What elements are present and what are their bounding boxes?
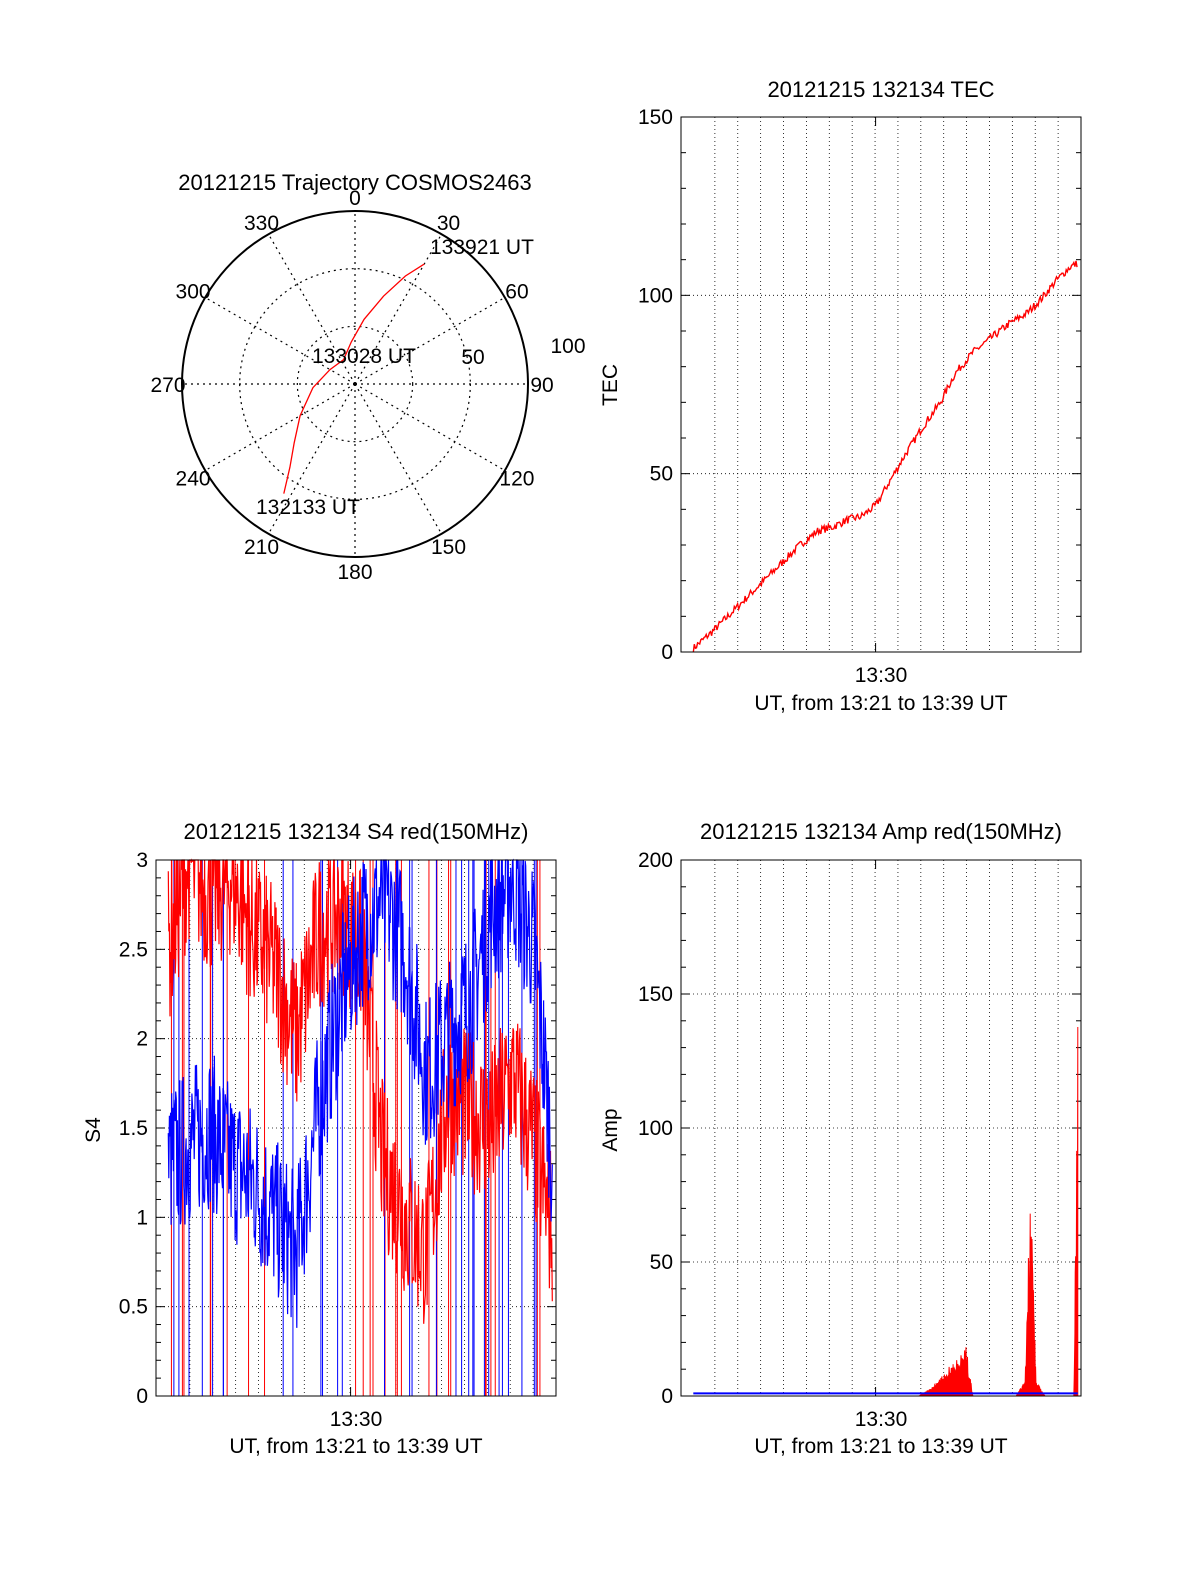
amp-y-axis-label: Amp (599, 1108, 622, 1151)
tec-x-axis-label: UT, from 13:21 to 13:39 UT (754, 692, 1007, 715)
polar-track-end-label: 133921 UT (430, 236, 534, 259)
tec-y-axis-label: TEC (599, 364, 622, 406)
tec-grid (681, 116, 1081, 653)
polar-azimuth-labels: 0 30 60 90 120 150 180 210 240 270 300 330 (150, 187, 553, 584)
polar-spoke (354, 233, 443, 385)
s4-series-blue (167, 858, 553, 1328)
polar-azimuth-label: 270 (150, 374, 185, 397)
s4-plot-frame (155, 859, 557, 1397)
tec-y-tick-labels: 0 50 100 150 (638, 106, 673, 664)
polar-spoke (354, 383, 443, 535)
y-tick-label: 0.5 (119, 1296, 148, 1319)
polar-track-mid-label: 133028 UT (312, 345, 416, 368)
polar-azimuth-label: 150 (431, 536, 466, 559)
s4-x-axis-label: UT, from 13:21 to 13:39 UT (229, 1435, 482, 1458)
polar-trajectory-panel: 20121215 Trajectory COSMOS2463 0 30 60 90 12… (150, 170, 585, 584)
polar-satellite-track (283, 263, 425, 494)
polar-azimuth-label: 120 (499, 468, 534, 491)
polar-azimuth-label: 330 (244, 212, 279, 235)
polar-spoke (354, 383, 506, 472)
polar-title: 20121215 Trajectory COSMOS2463 (178, 170, 531, 195)
amp-x-tick-label: 13:30 (855, 1408, 908, 1431)
y-tick-label: 150 (638, 983, 673, 1006)
polar-spoke (354, 296, 506, 385)
polar-azimuth-label: 30 (437, 212, 460, 235)
polar-spoke (267, 233, 356, 385)
y-tick-label: 2.5 (119, 938, 148, 961)
polar-spoke (204, 383, 356, 472)
y-tick-label: 100 (638, 1117, 673, 1140)
polar-grid (182, 211, 528, 557)
y-tick-label: 150 (638, 106, 673, 129)
polar-spoke (204, 296, 356, 385)
polar-azimuth-label: 240 (176, 468, 211, 491)
amp-plot-frame (680, 859, 1082, 1397)
s4-x-tick-label: 13:30 (330, 1408, 383, 1431)
y-tick-label: 0 (136, 1385, 148, 1408)
polar-azimuth-label: 90 (530, 374, 553, 397)
polar-elevation-label-100: 100 (550, 335, 585, 358)
polar-azimuth-label: 300 (176, 281, 211, 304)
y-tick-label: 3 (136, 849, 148, 872)
polar-outer-circle (181, 210, 529, 558)
amp-title: 20121215 132134 Amp red(150MHz) (700, 819, 1062, 844)
s4-title: 20121215 132134 S4 red(150MHz) (184, 819, 529, 844)
polar-azimuth-label: 180 (337, 561, 372, 584)
s4-y-axis-label: S4 (82, 1117, 105, 1143)
y-tick-label: 100 (638, 284, 673, 307)
y-tick-label: 200 (638, 849, 673, 872)
tec-plot-frame (680, 116, 1082, 653)
y-tick-label: 50 (650, 1251, 673, 1274)
polar-elevation-label-50: 50 (461, 346, 484, 369)
polar-azimuth-label: 210 (244, 536, 279, 559)
tec-x-tick-label: 13:30 (855, 664, 908, 687)
y-tick-label: 2 (136, 1028, 148, 1051)
amp-x-axis-label: UT, from 13:21 to 13:39 UT (754, 1435, 1007, 1458)
amp-y-tick-labels: 0 50 100 150 200 (638, 849, 673, 1408)
amp-series-red (693, 1026, 1079, 1397)
polar-spoke (267, 383, 356, 535)
polar-azimuth-label: 60 (505, 281, 528, 304)
tec-series-line (692, 260, 1078, 653)
y-tick-label: 1.5 (119, 1117, 148, 1140)
s4-y-tick-labels: 0 0.5 1 1.5 2 2.5 3 (119, 849, 148, 1408)
amp-grid (681, 859, 1081, 1397)
y-tick-label: 50 (650, 463, 673, 486)
y-tick-label: 0 (661, 1385, 673, 1408)
polar-ring (296, 325, 414, 443)
tec-title: 20121215 132134 TEC (767, 77, 994, 102)
polar-azimuth-label: 0 (349, 187, 361, 210)
polar-track-start-label: 132133 UT (256, 496, 360, 519)
y-tick-label: 0 (661, 641, 673, 664)
s4-panel: 20121215 132134 S4 red(150MHz) 0 0.5 1 1.5 2… (82, 819, 557, 1458)
y-tick-label: 1 (136, 1206, 148, 1229)
amp-panel: 20121215 132134 Amp red(150MHz) 0 50 100 15… (599, 819, 1082, 1458)
